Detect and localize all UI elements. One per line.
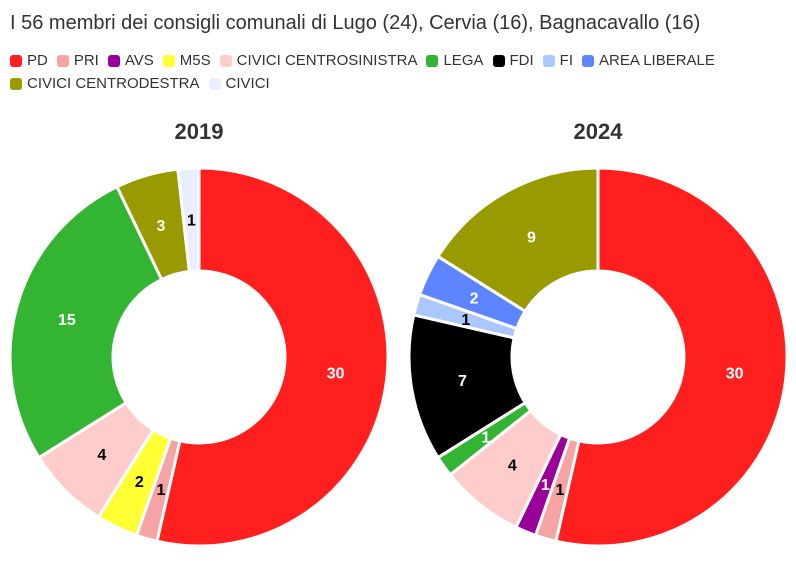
legend-label-fi: FI	[559, 52, 574, 69]
label-2024-fi: 1	[461, 312, 470, 329]
legend-item-area-liberale[interactable]: AREA LIBERALE	[582, 52, 715, 70]
label-2024-lega: 1	[481, 430, 490, 447]
legend-swatch-lega	[426, 55, 439, 67]
legend-swatch-fi	[542, 55, 555, 67]
legend-label-area-liberale: AREA LIBERALE	[599, 52, 715, 69]
legend-item-civici-centrodestra[interactable]: CIVICI CENTRODESTRA	[10, 75, 200, 93]
legend-item-lega[interactable]: LEGA	[426, 52, 484, 70]
slice-2019-pd[interactable]	[155, 166, 390, 548]
legend-swatch-avs	[107, 55, 120, 67]
legend-item-pri[interactable]: PRI	[56, 52, 99, 70]
legend-item-avs[interactable]: AVS	[107, 52, 154, 70]
legend-swatch-civici-centrosinistra	[219, 55, 232, 67]
legend-label-pd: PD	[27, 52, 48, 69]
legend-label-pri: PRI	[73, 52, 99, 69]
legend-label-civici-centrodestra: CIVICI CENTRODESTRA	[27, 75, 200, 92]
label-2024-area-liberale: 2	[470, 290, 479, 307]
slice-2019-civici[interactable]	[176, 166, 201, 274]
legend-item-civici[interactable]: CIVICI	[208, 75, 270, 93]
chart-title-2019: 2019	[175, 119, 224, 144]
label-2024-pri: 1	[555, 482, 564, 499]
chart-title: I 56 membri dei consigli comunali di Lug…	[10, 12, 701, 34]
label-2024-pd: 30	[726, 365, 744, 382]
legend-swatch-pd	[10, 55, 22, 67]
label-2019-civici-centrosinistra: 4	[97, 447, 106, 464]
slice-2019-lega[interactable]	[8, 185, 164, 460]
legend-swatch-m5s	[162, 55, 175, 67]
legend-label-fdi: FDI	[509, 52, 534, 69]
chart-title-2024: 2024	[574, 119, 624, 144]
legend-item-pd[interactable]: PD	[10, 52, 48, 70]
label-2024-avs: 1	[541, 477, 550, 494]
label-2019-civici: 1	[187, 213, 196, 230]
legend-swatch-area-liberale	[582, 55, 595, 67]
legend-item-m5s[interactable]: M5S	[162, 52, 211, 70]
label-2019-pri: 1	[156, 482, 165, 499]
legend-swatch-fdi	[492, 55, 505, 67]
legend-item-fi[interactable]: FI	[542, 52, 574, 70]
legend-label-civici-centrosinistra: CIVICI CENTROSINISTRA	[236, 52, 418, 69]
label-2024-civici-centrosinistra: 4	[508, 458, 517, 475]
legend-item-civici-centrosinistra[interactable]: CIVICI CENTROSINISTRA	[219, 52, 418, 70]
slice-2024-pd[interactable]	[554, 166, 789, 548]
legend-label-lega: LEGA	[443, 52, 484, 69]
legend-label-civici: CIVICI	[225, 75, 270, 92]
label-2019-pd: 30	[327, 365, 345, 382]
legend: PD PRI AVS M5S CIVICI CENTROSINISTRA LEG…	[10, 52, 790, 93]
legend-swatch-civici-centrodestra	[10, 78, 22, 90]
label-2024-civici-centrodestra: 9	[527, 230, 536, 247]
label-2024-fdi: 7	[458, 373, 467, 390]
label-2019-civici-centrodestra: 3	[156, 218, 165, 235]
legend-label-avs: AVS	[124, 52, 154, 69]
legend-swatch-pri	[56, 55, 69, 67]
label-2019-lega: 15	[58, 312, 76, 329]
legend-item-fdi[interactable]: FDI	[492, 52, 534, 70]
legend-swatch-civici	[208, 78, 221, 90]
label-2019-m5s: 2	[135, 474, 144, 491]
slice-2024-civici-centrodestra[interactable]	[436, 166, 600, 313]
legend-label-m5s: M5S	[179, 52, 211, 69]
